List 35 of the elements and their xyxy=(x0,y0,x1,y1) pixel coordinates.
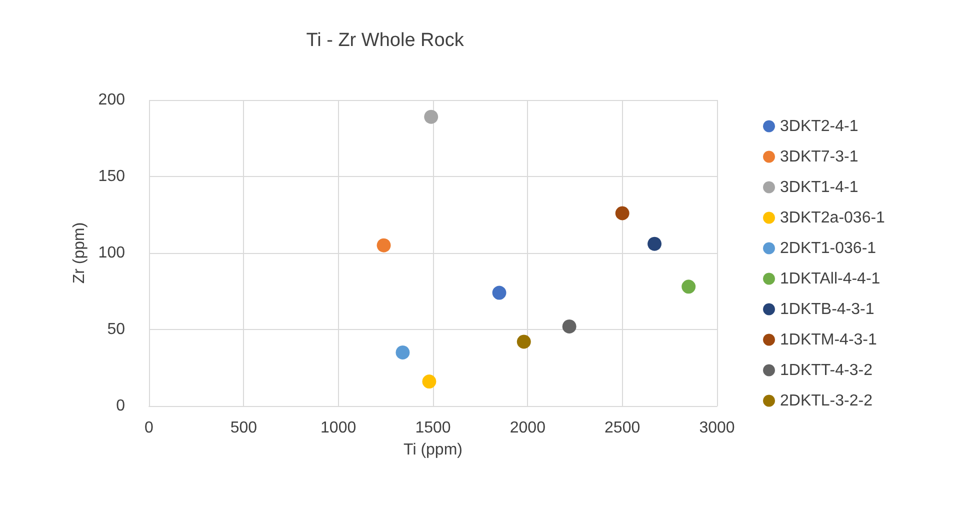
legend-label: 1DKTM-4-3-1 xyxy=(780,331,878,348)
legend-label: 3DKT2-4-1 xyxy=(780,118,858,135)
x-axis-title: Ti (ppm) xyxy=(404,442,462,458)
x-tick-label: 2000 xyxy=(510,420,546,436)
point xyxy=(516,334,531,349)
legend-label: 1DKTAll-4-4-1 xyxy=(780,270,880,288)
legend-label: 1DKTB-4-3-1 xyxy=(780,300,874,318)
point xyxy=(682,280,696,294)
point xyxy=(562,319,576,334)
point xyxy=(422,374,436,389)
chart-title: Ti - Zr Whole Rock xyxy=(306,30,464,51)
x-tick-label: 1500 xyxy=(415,420,451,436)
y-tick-label: 200 xyxy=(98,92,126,108)
point xyxy=(396,345,410,360)
point xyxy=(376,238,391,252)
point xyxy=(615,206,630,220)
y-tick-label: 0 xyxy=(116,398,126,414)
y-tick-label: 100 xyxy=(98,244,126,262)
point xyxy=(648,236,662,251)
x-tick-label: 2500 xyxy=(604,420,640,436)
legend-label: 1DKTT-4-3-2 xyxy=(780,362,873,379)
y-tick-label: 50 xyxy=(107,321,126,338)
point xyxy=(424,110,438,124)
y-axis-title: Zr (ppm) xyxy=(70,222,88,284)
legend-label: 3DKT7-3-1 xyxy=(780,148,858,166)
legend-label: 3DKT1-4-1 xyxy=(780,178,858,196)
x-tick-label: 0 xyxy=(144,420,154,436)
legend-label: 2DKT1-036-1 xyxy=(780,240,876,257)
point xyxy=(492,286,506,300)
y-tick-label: 150 xyxy=(98,168,126,185)
x-tick-label: 1000 xyxy=(320,420,356,436)
x-tick-label: 500 xyxy=(230,420,258,436)
legend-label: 2DKTL-3-2-2 xyxy=(780,392,873,410)
x-tick-label: 3000 xyxy=(699,420,735,436)
legend-label: 3DKT2a-036-1 xyxy=(780,209,886,226)
